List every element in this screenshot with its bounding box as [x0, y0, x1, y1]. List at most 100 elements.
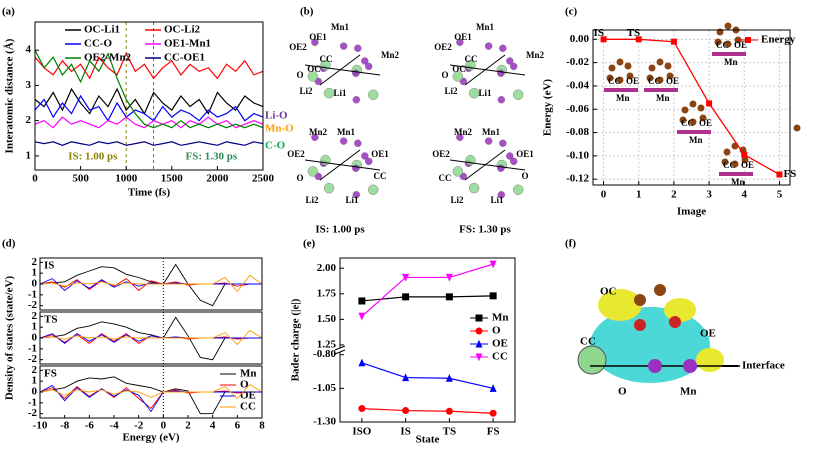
atom-label: Li2: [444, 86, 458, 96]
dos-line: [39, 278, 262, 292]
structure-label: O: [618, 386, 627, 398]
x-tick-label: IS: [400, 426, 410, 438]
atom: [683, 359, 697, 373]
x-tick-label: 0: [32, 173, 38, 185]
x-tick-label: 5: [777, 189, 783, 201]
series-line: [603, 38, 780, 176]
icon-atom: [664, 62, 672, 70]
isosurface: [664, 298, 696, 322]
point: [402, 273, 410, 282]
atom: [497, 164, 505, 172]
atom: [352, 164, 360, 172]
legend-label: Mn: [492, 312, 509, 324]
point: [402, 293, 410, 301]
annotation: Li-O: [265, 110, 288, 122]
y-tick-label: 2: [32, 364, 38, 376]
isosurface: [577, 345, 607, 375]
atom: [361, 57, 369, 65]
icon-label: OE: [626, 76, 639, 86]
icon-label: CC: [608, 76, 621, 86]
point: [358, 358, 366, 367]
panel-label: (f): [565, 238, 576, 250]
icon-atom: [699, 114, 707, 122]
atom-label: Mn1: [476, 22, 495, 32]
structure-label: OE: [700, 328, 716, 340]
x-tick-label: 0: [161, 420, 167, 432]
y-tick-label: 2: [26, 114, 32, 126]
atom-label: CC: [465, 54, 478, 64]
panel-label: (a): [2, 6, 15, 18]
point: [635, 36, 642, 43]
legend-label: Energy: [761, 34, 796, 46]
atom: [311, 38, 319, 47]
axis-break: [335, 348, 345, 352]
icon-surface: [604, 88, 638, 92]
atom-label: OE1: [309, 32, 327, 42]
point: [489, 260, 497, 269]
atom: [484, 137, 493, 145]
atom-label: OE2: [434, 42, 452, 52]
x-tick-label: 2: [185, 420, 191, 432]
x-tick-label: 2000: [206, 173, 229, 185]
atom-label: OC: [307, 64, 321, 74]
point: [600, 36, 607, 43]
bond: [319, 149, 361, 181]
x-tick-label: FS: [487, 426, 500, 438]
atom: [307, 71, 319, 82]
icon-label: Mn: [689, 135, 703, 145]
y-tick-label: -0.12: [566, 173, 589, 185]
point: [445, 293, 453, 301]
y-tick-label: -1: [28, 396, 37, 408]
bond: [304, 159, 381, 171]
icon-atom: [608, 64, 616, 72]
point: [489, 384, 497, 392]
series-line: [34, 116, 264, 129]
point: [489, 409, 497, 417]
plot-frame: [592, 29, 791, 186]
y-tick-label: 0: [32, 332, 38, 344]
point: [475, 327, 483, 335]
atom: [354, 44, 362, 52]
x-tick-label: -2: [134, 420, 144, 432]
annotation: IS: [594, 27, 604, 39]
atom-label: Li2: [305, 195, 319, 205]
icon-atom: [626, 72, 634, 80]
point: [445, 407, 453, 415]
icon-atom: [724, 22, 732, 30]
atom: [506, 57, 514, 65]
icon-label: OE: [734, 40, 747, 50]
x-tick-label: 2500: [252, 173, 275, 185]
icon-label: CC: [681, 118, 694, 128]
legend-label: OE2-Mn2: [84, 52, 132, 64]
legend-label: CC-O: [84, 38, 113, 50]
panel-label: (c): [565, 6, 578, 18]
atom-label: Mn2: [454, 127, 473, 137]
x-tick-label: 1500: [161, 173, 184, 185]
x-tick-label: 6: [235, 420, 241, 432]
y-axis-label: Energy (eV): [542, 79, 554, 136]
legend-label: O: [492, 325, 501, 337]
atom: [311, 133, 319, 142]
axis-break: [334, 349, 346, 355]
bond: [304, 64, 381, 76]
y-tick-label: -2: [28, 407, 38, 419]
icon-atom: [721, 158, 729, 166]
y-tick-label: -1.05: [313, 382, 336, 394]
series-line: [34, 94, 264, 122]
point: [475, 353, 483, 362]
x-tick-label: TS: [443, 426, 456, 438]
atom: [368, 184, 379, 195]
y-tick-label: 2: [32, 256, 38, 268]
icon-atom: [648, 64, 656, 72]
y-tick-label: 1: [32, 267, 38, 279]
point: [475, 339, 483, 348]
x-tick-label: 1: [636, 189, 642, 201]
icon-atom: [681, 106, 689, 114]
subpanel-label: IS: [44, 260, 54, 272]
atom: [352, 191, 361, 199]
atom: [497, 69, 505, 77]
atom: [468, 87, 480, 99]
icon-atom: [731, 160, 739, 168]
y-tick-label: -0.06: [566, 103, 589, 115]
